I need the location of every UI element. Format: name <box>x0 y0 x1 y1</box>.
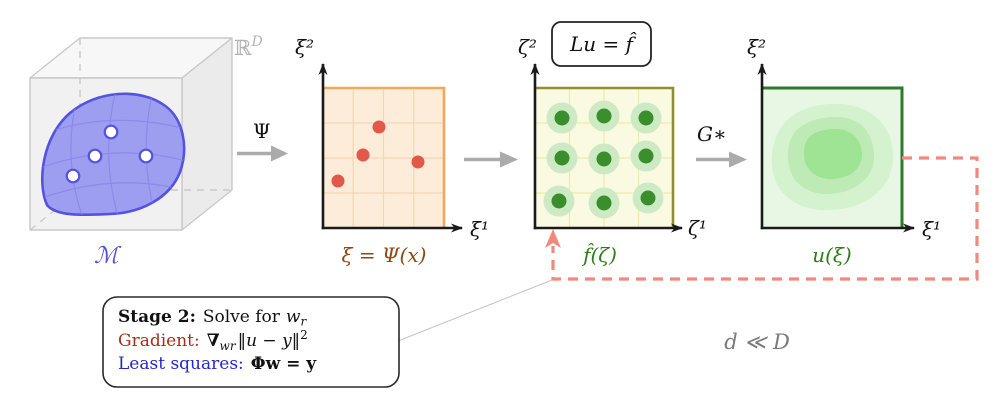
dimension-note: d ≪ D <box>724 330 790 354</box>
source-point <box>638 110 654 126</box>
manifold-sample-point <box>65 168 81 184</box>
source-caption: f̂(ζ) <box>581 243 617 267</box>
source-point <box>640 190 656 206</box>
feedback-arrow-head <box>545 229 561 248</box>
manifold-sample-point <box>138 148 154 164</box>
stage2-gradient-line: Gradient: ∇wr ‖u − y‖2 <box>118 328 308 353</box>
psi-arrow-head <box>271 145 288 162</box>
pde-equation-box <box>551 21 652 67</box>
source-point <box>596 151 612 167</box>
source-points <box>551 108 656 211</box>
solution-y-axis-label: ξ² <box>747 35 766 59</box>
source-point <box>596 108 612 124</box>
solution-x-axis-label: ξ¹ <box>922 217 941 241</box>
latent-panel-border <box>323 86 446 228</box>
mid-arrow-head <box>500 151 518 168</box>
source-y-axis-label: ζ² <box>518 35 537 59</box>
stage2-box-frame <box>102 296 400 388</box>
manifold-sample-point <box>87 148 103 164</box>
latent-data-point <box>356 148 370 162</box>
solution-caption: u(ξ) <box>812 243 852 267</box>
solution-contour-center <box>803 128 863 180</box>
latent-caption: ξ = Ψ(x) <box>342 243 427 267</box>
psi-map-arrow: Ψ <box>237 119 288 162</box>
stage2-connector-line <box>397 279 553 342</box>
latent-data-point <box>331 174 345 188</box>
stage2-least-squares-line: Least squares: Φw = y <box>118 354 317 374</box>
latent-to-source-arrow <box>464 151 518 168</box>
manifold-label: ℳ <box>94 243 122 269</box>
latent-panel: ξ² ξ¹ ξ = Ψ(x) <box>295 35 489 267</box>
feedback-loop <box>545 156 979 281</box>
latent-data-point <box>372 120 386 134</box>
stage2-title-line: Stage 2: Solve for wr <box>118 307 307 329</box>
pde-equation: Lu = f̂ <box>569 32 637 56</box>
source-point <box>596 195 612 211</box>
feedback-dashed-path <box>551 156 979 281</box>
source-panel: ζ² ζ¹ f̂(ζ) Lu = f̂ <box>518 21 707 267</box>
gstar-arrow: G∗ <box>696 122 747 168</box>
source-point <box>638 148 654 164</box>
manifold-sample-point <box>103 124 119 140</box>
manifold-sample-points <box>65 124 154 184</box>
source-x-axis-label: ζ¹ <box>688 216 707 240</box>
ambient-space-label: ℝD <box>234 34 263 60</box>
stage2-box: Stage 2: Solve for wr Gradient: ∇wr ‖u − y‖2… <box>102 296 400 388</box>
latent-x-axis-label: ξ¹ <box>470 217 489 241</box>
latent-data-points <box>331 120 425 188</box>
psi-label: Ψ <box>253 119 271 143</box>
solution-panel-border <box>762 86 904 228</box>
source-point <box>554 110 570 126</box>
solution-panel: ξ² ξ¹ u(ξ) <box>747 35 941 267</box>
gstar-label: G∗ <box>697 122 727 146</box>
gstar-arrow-head <box>729 151 747 168</box>
source-point <box>551 193 567 209</box>
ambient-cube: ℝD ℳ <box>29 34 263 269</box>
source-point <box>554 150 570 166</box>
latent-data-point <box>411 155 425 169</box>
latent-y-axis-label: ξ² <box>295 35 314 59</box>
source-panel-border <box>535 86 675 228</box>
